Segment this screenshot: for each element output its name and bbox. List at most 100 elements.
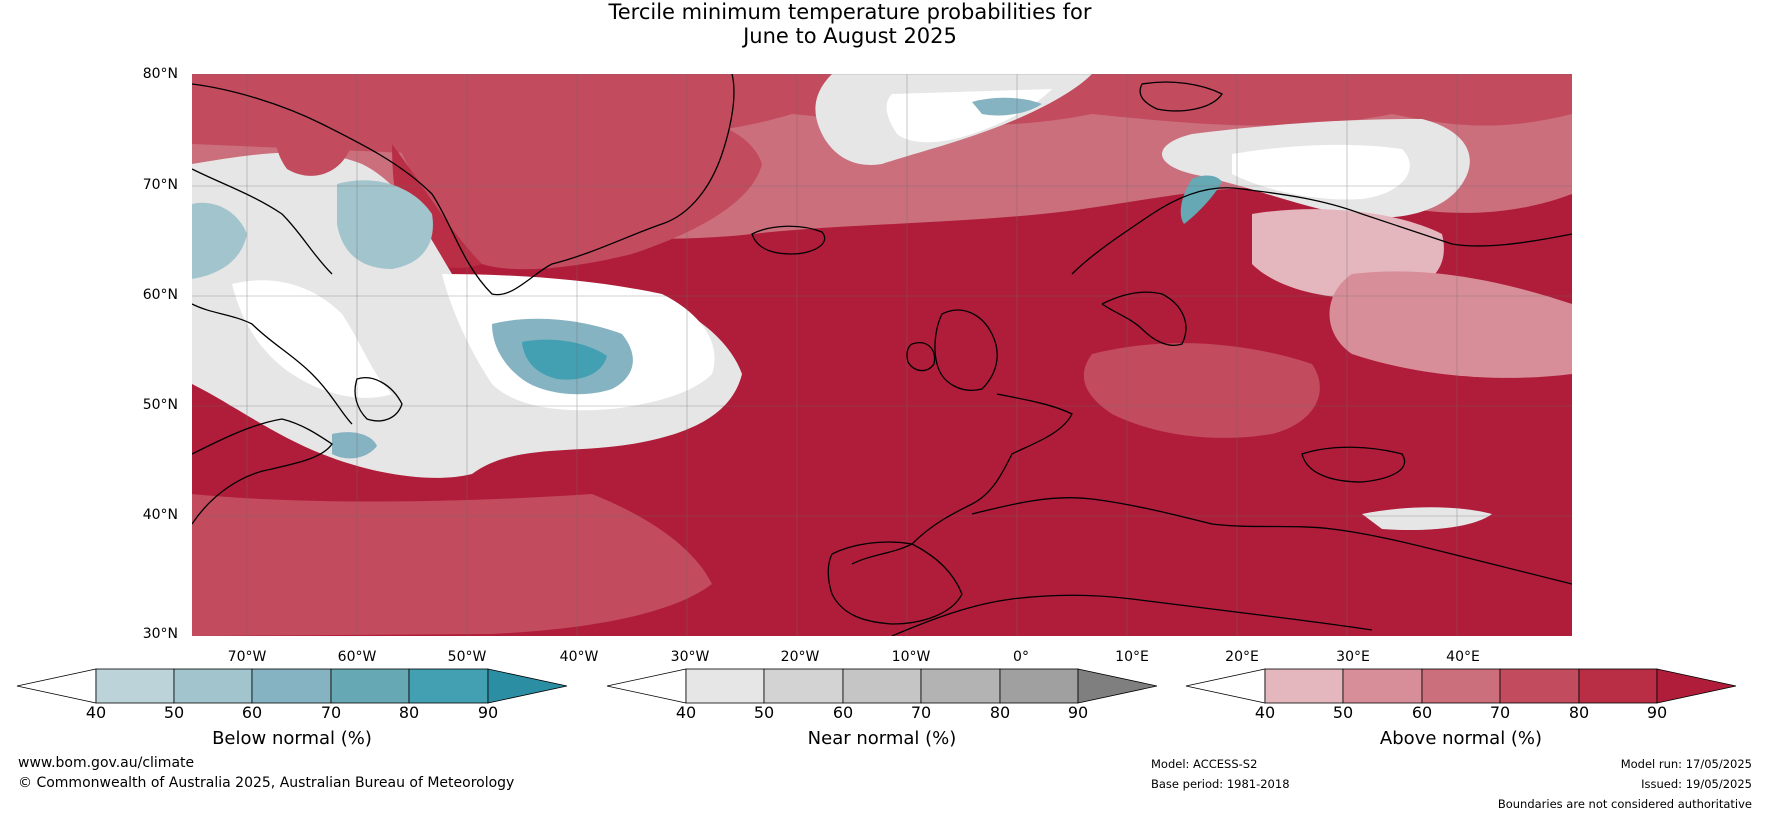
lat-label-60n: 60°N — [142, 287, 178, 303]
near-bin-80-90 — [999, 668, 1079, 704]
above-bin-40-50 — [1264, 668, 1344, 704]
russia-pale-red — [1329, 271, 1572, 378]
below-tick-60: 60 — [241, 703, 263, 722]
maritimes-coast — [192, 418, 333, 525]
lon-label-60w: 60°W — [337, 649, 377, 665]
title-line-1: Tercile minimum temperature probabilitie… — [608, 0, 1092, 24]
map-canvas — [192, 74, 1572, 636]
near-tick-90: 90 — [1067, 703, 1089, 722]
hudson-blue-patch — [192, 202, 247, 279]
iberia-coast — [827, 541, 963, 625]
below-tick-50: 50 — [163, 703, 185, 722]
below-tick-80: 80 — [398, 703, 420, 722]
near-bin-50-60 — [763, 668, 844, 704]
below-bin-80-90 — [408, 668, 489, 704]
lon-label-10e: 10°E — [1115, 649, 1149, 665]
base-period: Base period: 1981-2018 — [1151, 777, 1290, 791]
near-tick-50: 50 — [753, 703, 775, 722]
baltic-coast — [1101, 291, 1187, 346]
near-bin-60-70 — [842, 668, 922, 704]
canada-red-patch — [275, 103, 352, 176]
colorbar-near-normal — [606, 668, 1158, 704]
lon-label-70w: 70°W — [227, 649, 267, 665]
newfoundland-blue-patch — [332, 432, 377, 459]
model-run-date: Model run: 17/05/2025 — [1620, 757, 1752, 771]
above-tick-70: 70 — [1489, 703, 1511, 722]
below-tick-40: 40 — [85, 703, 107, 722]
boundaries-disclaimer: Boundaries are not considered authoritat… — [1497, 797, 1752, 811]
near-over-triangle — [1077, 668, 1158, 704]
lon-label-20e: 20°E — [1225, 649, 1259, 665]
newfoundland-coast — [354, 377, 403, 422]
lon-label-30w: 30°W — [670, 649, 710, 665]
below-under-triangle — [16, 668, 97, 704]
lat-label-40n: 40°N — [142, 507, 178, 523]
north-africa-coast — [891, 594, 1373, 636]
greenland-coast — [192, 74, 735, 296]
near-tick-60: 60 — [832, 703, 854, 722]
mediterranean-coast — [971, 497, 1572, 585]
above-tick-40: 40 — [1254, 703, 1276, 722]
svalbard-coast — [1139, 81, 1223, 112]
near-under-triangle — [606, 668, 687, 704]
baffin-blue-patch — [337, 180, 433, 269]
issued-date: Issued: 19/05/2025 — [1641, 777, 1752, 791]
canada-white-region — [232, 280, 392, 398]
ireland-coast — [906, 342, 936, 372]
below-tick-90: 90 — [477, 703, 499, 722]
above-tick-60: 60 — [1411, 703, 1433, 722]
scandinavia-coast — [1071, 187, 1572, 275]
subtropical-mid-red — [192, 494, 712, 636]
lat-label-80n: 80°N — [142, 66, 178, 82]
labrador-coast — [192, 303, 353, 425]
forecast-map — [192, 74, 1572, 636]
above-tick-50: 50 — [1332, 703, 1354, 722]
below-tick-70: 70 — [320, 703, 342, 722]
iceland-coast — [751, 225, 826, 255]
turkey-white-streak — [1362, 507, 1492, 531]
western-europe-coast — [851, 393, 1073, 565]
near-tick-70: 70 — [910, 703, 932, 722]
graticule — [192, 74, 1572, 636]
chart-title: Tercile minimum temperature probabilitie… — [0, 0, 1770, 48]
above-under-triangle — [1185, 668, 1266, 704]
eastern-europe-mid-red — [1083, 343, 1320, 438]
above-bin-60-70 — [1421, 668, 1501, 704]
above-bin-70-80 — [1499, 668, 1580, 704]
coastlines — [192, 74, 1572, 636]
model-name: Model: ACCESS-S2 — [1151, 757, 1258, 771]
lat-label-70n: 70°N — [142, 177, 178, 193]
near-tick-40: 40 — [675, 703, 697, 722]
black-sea-coast — [1301, 446, 1406, 483]
below-bin-70-80 — [330, 668, 410, 704]
below-normal-label: Below normal (%) — [212, 728, 372, 749]
above-bin-50-60 — [1342, 668, 1423, 704]
near-tick-80: 80 — [989, 703, 1011, 722]
lat-label-30n: 30°N — [142, 626, 178, 642]
labrador-sea-blue-core — [522, 339, 607, 380]
bom-website: www.bom.gov.au/climate — [18, 755, 195, 771]
above-normal-label: Above normal (%) — [1379, 728, 1543, 749]
colorbar-above-normal — [1185, 668, 1737, 704]
uk-coast — [934, 309, 998, 391]
title-line-2: June to August 2025 — [743, 24, 957, 48]
lon-label-0: 0° — [1013, 649, 1029, 665]
colorbar-below-normal — [16, 668, 568, 704]
lon-label-40e: 40°E — [1446, 649, 1480, 665]
colorbars — [16, 668, 1737, 704]
near-bin-40-50 — [685, 668, 765, 704]
below-bin-60-70 — [251, 668, 332, 704]
norway-blue-patch — [1180, 175, 1222, 224]
arctic-blue-patch — [972, 97, 1042, 116]
below-bin-50-60 — [173, 668, 253, 704]
near-normal-label: Near normal (%) — [807, 728, 957, 749]
near-bin-70-80 — [920, 668, 1001, 704]
above-bin-80-90 — [1578, 668, 1658, 704]
lon-label-50w: 50°W — [447, 649, 487, 665]
baffin-coast — [192, 168, 333, 275]
lon-label-30e: 30°E — [1336, 649, 1370, 665]
lon-label-10w: 10°W — [891, 649, 931, 665]
lon-label-20w: 20°W — [780, 649, 820, 665]
below-over-triangle — [487, 668, 568, 704]
below-bin-40-50 — [95, 668, 175, 704]
